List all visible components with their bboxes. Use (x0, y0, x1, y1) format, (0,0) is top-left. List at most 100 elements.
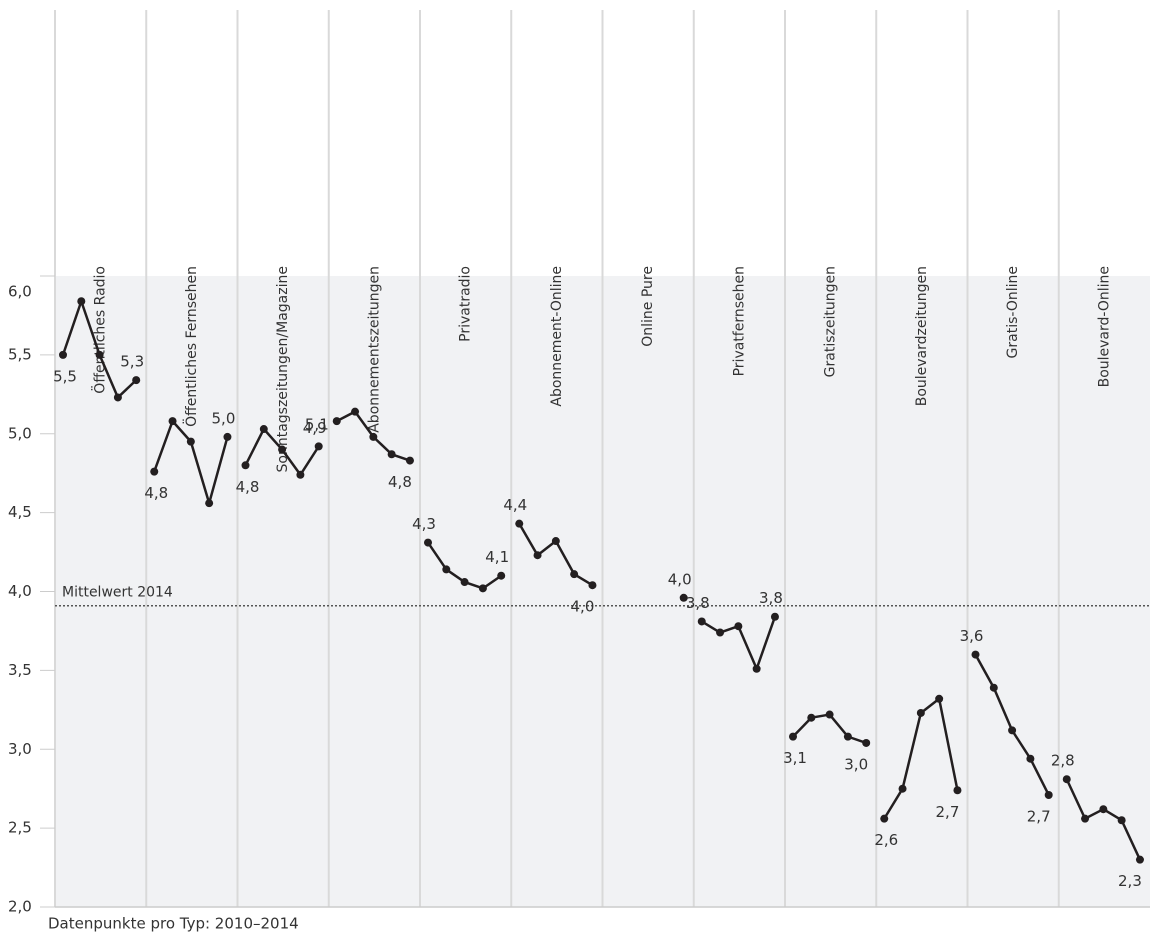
data-point (807, 713, 816, 722)
category-label: Abonnementszeitungen (366, 266, 382, 433)
data-point (296, 470, 305, 479)
data-label: 2,3 (1118, 872, 1142, 890)
category-label: Boulevardzeitungen (914, 266, 930, 406)
data-point (278, 445, 287, 454)
data-point (898, 784, 907, 793)
data-point (916, 708, 925, 717)
data-point (59, 350, 67, 359)
data-label: 5,5 (53, 367, 77, 385)
data-label: 4,3 (412, 515, 436, 533)
data-point (1062, 775, 1071, 784)
category-label: Privatfernsehen (731, 266, 747, 376)
data-point (1008, 726, 1017, 735)
data-point (424, 538, 432, 547)
data-point (405, 456, 414, 465)
data-point (460, 578, 469, 587)
category-label: Öffentliches Radio (91, 266, 109, 394)
data-point (935, 694, 944, 703)
data-point (989, 683, 998, 692)
data-point (387, 450, 396, 459)
data-point (332, 417, 341, 426)
data-label: 2,8 (1051, 752, 1075, 770)
category-label: Online Pure (640, 266, 656, 347)
y-tick-label: 4,5 (8, 503, 32, 521)
y-tick-label: 3,0 (8, 740, 32, 758)
data-label: 4,8 (144, 484, 168, 502)
data-point (95, 350, 104, 359)
data-point (351, 407, 360, 416)
data-point (442, 565, 451, 574)
y-tick-label: 2,5 (8, 819, 32, 837)
y-tick-label: 3,5 (8, 661, 32, 679)
data-label: 4,0 (571, 598, 595, 616)
data-point (679, 593, 688, 602)
data-label: 3,6 (960, 627, 984, 645)
data-point (789, 732, 797, 741)
data-point (953, 786, 962, 795)
data-point (734, 622, 743, 631)
data-point (113, 393, 122, 402)
data-point (1026, 754, 1035, 763)
data-point (1135, 855, 1144, 864)
data-label: 4,4 (503, 496, 527, 514)
data-label: 4,1 (485, 548, 509, 566)
data-point (497, 571, 506, 580)
data-point (551, 537, 560, 546)
data-point (205, 499, 214, 508)
data-label: 4,8 (236, 478, 260, 496)
data-point (259, 425, 268, 434)
data-label: 2,6 (874, 831, 898, 849)
data-point (168, 417, 177, 426)
data-point (752, 664, 761, 673)
category-label: Öffentliches Fernsehen (182, 266, 200, 427)
reference-label: Mittelwert 2014 (62, 585, 173, 601)
data-label: 2,7 (936, 803, 960, 821)
data-point (369, 432, 378, 441)
data-point (515, 519, 524, 528)
category-label: Abonnement-Online (549, 266, 565, 407)
data-point (314, 442, 323, 451)
data-point (588, 581, 597, 590)
data-point (971, 650, 980, 659)
data-label: 2,7 (1027, 807, 1051, 825)
data-point (533, 551, 542, 560)
data-point (570, 570, 579, 579)
y-tick-label: 5,0 (8, 424, 32, 442)
data-point (825, 710, 834, 719)
data-label: 5,1 (305, 416, 329, 434)
data-point (1117, 816, 1126, 825)
data-label: 4,8 (388, 473, 412, 491)
category-label: Gratis-Online (1005, 266, 1021, 358)
data-point (716, 628, 725, 637)
data-point (478, 584, 487, 593)
data-label: 5,0 (212, 409, 236, 427)
y-tick-label: 4,0 (8, 582, 32, 600)
data-point (186, 437, 195, 446)
note: Datenpunkte pro Typ: 2010–2014 (48, 915, 299, 933)
data-point (862, 738, 871, 747)
y-tick-label: 6,0 (8, 283, 32, 301)
data-point (241, 461, 250, 470)
data-point (770, 612, 779, 621)
data-point (132, 376, 141, 385)
data-label: 5,3 (120, 353, 144, 371)
category-label: Sonntagszeitungen/Magazine (275, 266, 291, 472)
data-label: 3,0 (844, 755, 868, 773)
data-label: 3,8 (759, 589, 783, 607)
data-point (77, 297, 86, 306)
data-label: 4,0 (668, 570, 692, 588)
data-point (843, 732, 852, 741)
data-label: 3,1 (783, 749, 807, 767)
data-point (1044, 790, 1053, 799)
data-label: 3,8 (686, 594, 710, 612)
category-label: Gratiszeitungen (823, 266, 839, 377)
data-point (223, 432, 232, 441)
category-label: Boulevard-Online (1096, 266, 1112, 387)
y-tick-label: 2,0 (8, 898, 32, 916)
y-tick-label: 5,5 (8, 345, 32, 363)
data-point (1081, 814, 1090, 823)
data-point (150, 467, 159, 476)
data-point (880, 814, 889, 823)
data-point (697, 617, 706, 626)
